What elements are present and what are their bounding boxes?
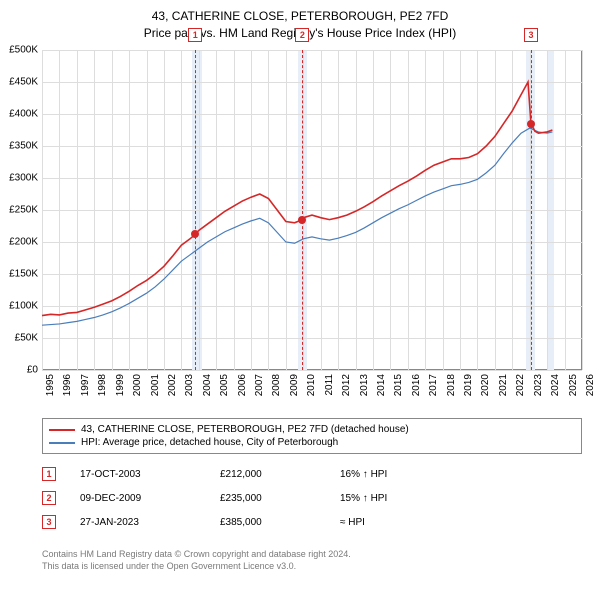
sale-marker-dot [298, 216, 306, 224]
x-tick-label: 1996 [62, 374, 73, 396]
transaction-row: 1 17-OCT-2003£212,00016% ↑ HPI [42, 462, 582, 486]
x-tick-label: 2003 [184, 374, 195, 396]
x-tick-label: 2014 [376, 374, 387, 396]
transaction-marker: 2 [42, 491, 56, 505]
transaction-delta: 15% ↑ HPI [340, 493, 582, 504]
transactions-table: 1 17-OCT-2003£212,00016% ↑ HPI 2 09-DEC-200… [42, 462, 582, 534]
x-tick-label: 2021 [498, 374, 509, 396]
legend-label: HPI: Average price, detached house, City… [81, 437, 338, 448]
x-tick-label: 2006 [237, 374, 248, 396]
event-marker-box: 1 [188, 28, 202, 42]
x-tick-label: 2000 [132, 374, 143, 396]
transaction-row: 3 27-JAN-2023£385,000≈ HPI [42, 510, 582, 534]
transaction-delta: 16% ↑ HPI [340, 469, 582, 480]
y-tick-label: £400K [9, 109, 38, 120]
footer-line-2: This data is licensed under the Open Gov… [42, 560, 351, 572]
transaction-row: 2 09-DEC-2009£235,00015% ↑ HPI [42, 486, 582, 510]
x-tick-label: 2013 [359, 374, 370, 396]
y-tick-label: £200K [9, 237, 38, 248]
x-tick-label: 2004 [202, 374, 213, 396]
gridline-h [42, 370, 582, 371]
transaction-date: 09-DEC-2009 [80, 493, 220, 504]
x-tick-label: 2018 [446, 374, 457, 396]
x-tick-label: 2010 [306, 374, 317, 396]
x-tick-label: 2024 [550, 374, 561, 396]
y-tick-label: £50K [15, 333, 38, 344]
y-tick-label: £100K [9, 301, 38, 312]
y-tick-label: £300K [9, 173, 38, 184]
y-tick-label: £500K [9, 45, 38, 56]
transaction-price: £212,000 [220, 469, 340, 480]
event-marker-box: 3 [524, 28, 538, 42]
gridline-v [582, 50, 583, 370]
y-tick-label: £0 [27, 365, 38, 376]
sale-marker-dot [527, 120, 535, 128]
x-tick-label: 2022 [515, 374, 526, 396]
footer-line-1: Contains HM Land Registry data © Crown c… [42, 548, 351, 560]
legend-swatch [49, 442, 75, 444]
x-tick-label: 2020 [480, 374, 491, 396]
legend-swatch [49, 429, 75, 431]
x-tick-label: 2005 [219, 374, 230, 396]
chart-container: 43, CATHERINE CLOSE, PETERBOROUGH, PE2 7… [0, 0, 600, 590]
x-tick-label: 2002 [167, 374, 178, 396]
transaction-date: 17-OCT-2003 [80, 469, 220, 480]
x-tick-label: 1998 [97, 374, 108, 396]
x-tick-label: 2017 [428, 374, 439, 396]
x-tick-label: 2007 [254, 374, 265, 396]
x-tick-label: 2015 [393, 374, 404, 396]
x-tick-label: 2001 [150, 374, 161, 396]
y-tick-label: £150K [9, 269, 38, 280]
transaction-delta: ≈ HPI [340, 517, 582, 528]
legend-row: 43, CATHERINE CLOSE, PETERBOROUGH, PE2 7… [49, 423, 575, 436]
legend-row: HPI: Average price, detached house, City… [49, 436, 575, 449]
x-tick-label: 2011 [324, 374, 335, 396]
series-price_paid [42, 82, 552, 316]
transaction-marker: 3 [42, 515, 56, 529]
x-tick-label: 2012 [341, 374, 352, 396]
x-tick-label: 2019 [463, 374, 474, 396]
x-tick-label: 2016 [411, 374, 422, 396]
title-line-1: 43, CATHERINE CLOSE, PETERBOROUGH, PE2 7… [0, 8, 600, 25]
legend: 43, CATHERINE CLOSE, PETERBOROUGH, PE2 7… [42, 418, 582, 454]
y-tick-label: £450K [9, 77, 38, 88]
x-tick-label: 1999 [115, 374, 126, 396]
transaction-price: £235,000 [220, 493, 340, 504]
transaction-marker: 1 [42, 467, 56, 481]
footer-attribution: Contains HM Land Registry data © Crown c… [42, 548, 351, 572]
x-tick-label: 2008 [271, 374, 282, 396]
event-marker-box: 2 [295, 28, 309, 42]
x-tick-label: 2026 [585, 374, 596, 396]
x-tick-label: 2025 [568, 374, 579, 396]
x-tick-label: 2009 [289, 374, 300, 396]
transaction-date: 27-JAN-2023 [80, 517, 220, 528]
y-tick-label: £250K [9, 205, 38, 216]
legend-label: 43, CATHERINE CLOSE, PETERBOROUGH, PE2 7… [81, 424, 409, 435]
y-tick-label: £350K [9, 141, 38, 152]
sale-marker-dot [191, 230, 199, 238]
series-svg [42, 50, 582, 370]
series-hpi [42, 128, 552, 325]
x-tick-label: 1997 [80, 374, 91, 396]
chart-plot-area: £0£50K£100K£150K£200K£250K£300K£350K£400… [42, 50, 582, 370]
x-tick-label: 1995 [45, 374, 56, 396]
transaction-price: £385,000 [220, 517, 340, 528]
x-tick-label: 2023 [533, 374, 544, 396]
